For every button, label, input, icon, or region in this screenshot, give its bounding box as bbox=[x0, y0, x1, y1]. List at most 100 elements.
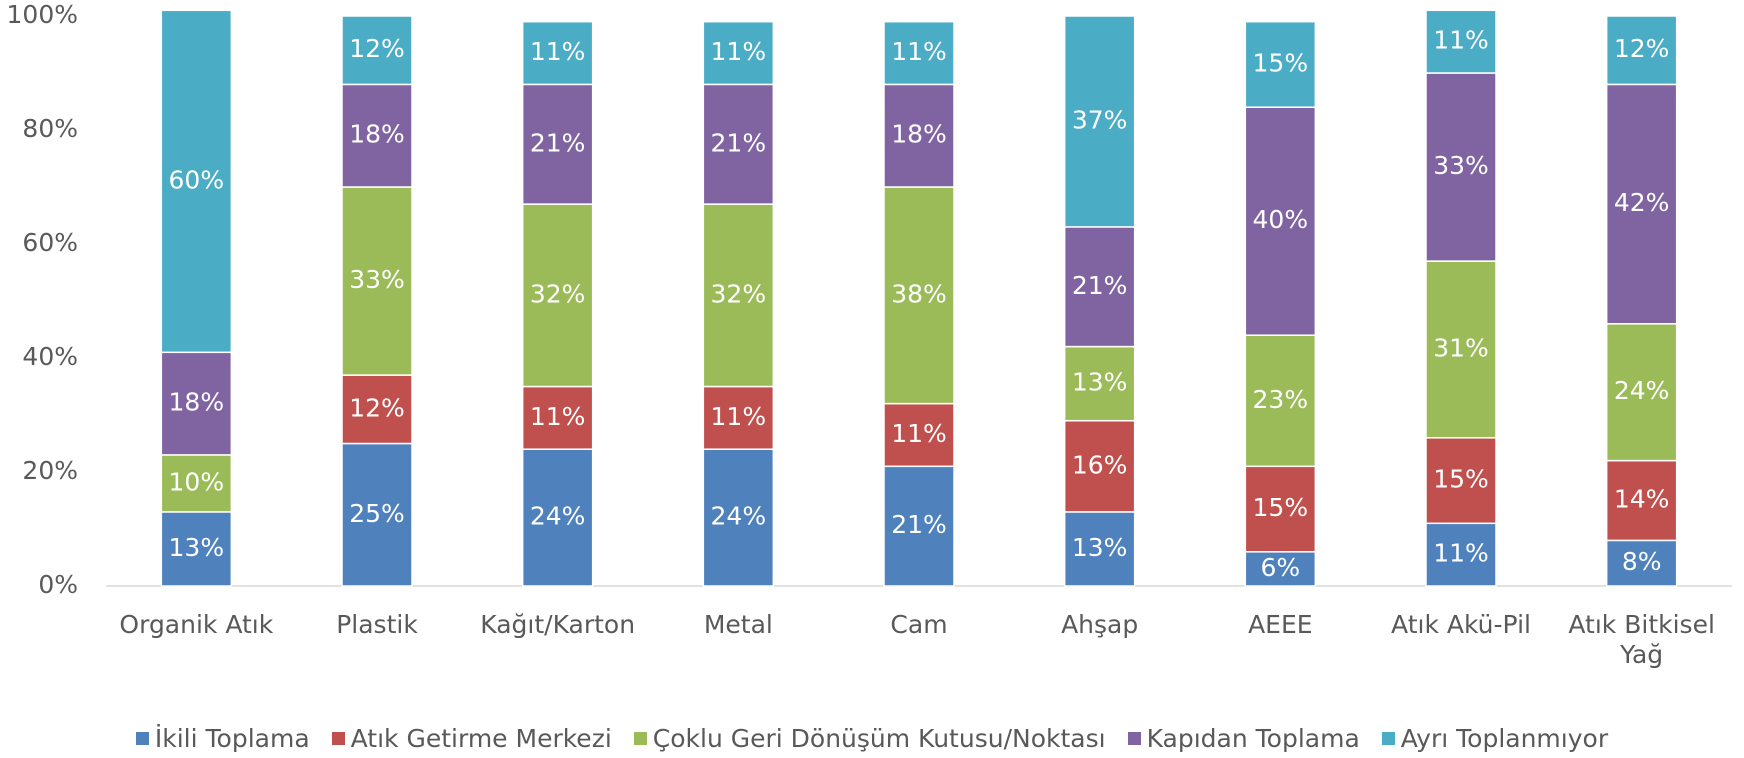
bar-segment bbox=[702, 20, 775, 86]
data-label: 21% bbox=[530, 128, 586, 157]
data-label: 60% bbox=[169, 165, 225, 194]
bar-segment bbox=[521, 83, 594, 205]
x-tick-label: Kağıt/Karton bbox=[480, 610, 636, 639]
bar-segment bbox=[1244, 551, 1317, 587]
legend-swatch bbox=[1127, 732, 1141, 745]
data-label: 25% bbox=[349, 499, 405, 528]
data-label: 40% bbox=[1253, 205, 1309, 234]
legend-swatch bbox=[633, 732, 647, 745]
legend-item: Kapıdan Toplama bbox=[1127, 724, 1360, 753]
chart: 0% 20% 40% 60% 80% 100% 13% 10% 18% 60% 25% 12% 33% 1… bbox=[7, 0, 1732, 599]
y-tick-label: 60% bbox=[22, 228, 78, 257]
legend-swatch bbox=[1381, 732, 1395, 745]
data-label: 11% bbox=[1433, 26, 1489, 55]
data-label: 12% bbox=[349, 393, 405, 422]
data-label: 8% bbox=[1622, 547, 1662, 576]
bar-segment bbox=[1244, 20, 1317, 108]
x-tick-label: AEEE bbox=[1248, 610, 1313, 639]
x-tick-label: Organik Atık bbox=[119, 610, 274, 639]
bar-segment bbox=[883, 20, 955, 86]
bar-segment bbox=[341, 186, 413, 376]
legend-item: İkili Toplama bbox=[135, 724, 310, 753]
bar-segment bbox=[1425, 522, 1497, 587]
y-tick-label: 100% bbox=[7, 0, 78, 29]
x-tick-label: Atık Bitkisel Yağ bbox=[1568, 610, 1715, 669]
data-label: 16% bbox=[1072, 450, 1128, 479]
legend-item: Atık Getirme Merkezi bbox=[331, 724, 612, 753]
bar-segment bbox=[160, 454, 233, 513]
data-label: 11% bbox=[711, 402, 767, 431]
data-label: 12% bbox=[349, 34, 405, 63]
bar-segment bbox=[1605, 539, 1678, 587]
data-label: 24% bbox=[1614, 376, 1670, 405]
data-label: 11% bbox=[530, 37, 586, 66]
data-label: 33% bbox=[1433, 151, 1489, 180]
data-label: 15% bbox=[1253, 493, 1309, 522]
bar-segment bbox=[1605, 323, 1678, 462]
data-label: 32% bbox=[711, 279, 767, 308]
legend: İkili Toplama Atık Getirme Merkezi Çoklu G… bbox=[0, 724, 1744, 753]
bar-segment bbox=[1244, 334, 1317, 468]
legend-label: Atık Getirme Merkezi bbox=[350, 724, 612, 753]
data-label: 13% bbox=[1072, 368, 1128, 397]
data-label: 38% bbox=[891, 279, 947, 308]
data-label: 10% bbox=[169, 467, 225, 496]
data-label: 23% bbox=[1253, 385, 1309, 414]
bar-segment bbox=[521, 20, 594, 86]
y-tick-label: 0% bbox=[38, 570, 78, 599]
data-label: 11% bbox=[891, 419, 947, 448]
bar-segment bbox=[521, 385, 594, 450]
bar-segment bbox=[1063, 226, 1136, 348]
bar-segment bbox=[883, 186, 955, 405]
bar-segment bbox=[702, 448, 775, 587]
bar-segment bbox=[1244, 465, 1317, 553]
data-label: 37% bbox=[1072, 105, 1128, 134]
legend-swatch bbox=[331, 732, 345, 745]
bar-segment bbox=[521, 448, 594, 587]
data-label: 13% bbox=[1072, 533, 1128, 562]
data-label: 15% bbox=[1433, 465, 1489, 494]
data-label: 31% bbox=[1433, 333, 1489, 362]
legend-item: Çoklu Geri Dönüşüm Kutusu/Noktası bbox=[633, 724, 1106, 753]
bar-segment bbox=[702, 203, 775, 388]
bar-segment bbox=[702, 385, 775, 450]
x-tick-label: Plastik bbox=[336, 610, 418, 639]
data-label: 24% bbox=[711, 502, 767, 531]
data-label: 11% bbox=[530, 402, 586, 431]
legend-label: Çoklu Geri Dönüşüm Kutusu/Noktası bbox=[652, 724, 1106, 753]
bar-segment bbox=[341, 15, 413, 86]
x-tick-label: Ahşap bbox=[1061, 610, 1139, 639]
y-tick-label: 80% bbox=[22, 114, 78, 143]
data-label: 18% bbox=[891, 120, 947, 149]
data-label: 18% bbox=[349, 120, 405, 149]
data-label: 14% bbox=[1614, 485, 1670, 514]
data-label: 33% bbox=[349, 265, 405, 294]
x-tick-label: Metal bbox=[703, 610, 773, 639]
data-label: 6% bbox=[1260, 553, 1300, 582]
bar-segment bbox=[341, 83, 413, 188]
bar-segment bbox=[1063, 419, 1136, 513]
bar-segment bbox=[1605, 459, 1678, 542]
legend-label: İkili Toplama bbox=[154, 724, 310, 753]
bar-segment bbox=[702, 83, 775, 205]
data-label: 42% bbox=[1614, 188, 1670, 217]
bar-segment bbox=[1605, 83, 1678, 325]
data-label: 21% bbox=[891, 510, 947, 539]
data-label: 21% bbox=[711, 128, 767, 157]
bar-segment bbox=[1063, 15, 1136, 228]
data-label: 18% bbox=[169, 388, 225, 417]
bar-segment bbox=[341, 442, 413, 587]
bar-segment bbox=[883, 465, 955, 587]
legend-label: Kapıdan Toplama bbox=[1146, 724, 1360, 753]
bar-segment bbox=[1063, 345, 1136, 422]
x-tick-label: Atık Akü-Pil bbox=[1391, 610, 1531, 639]
bar-segment bbox=[160, 511, 233, 587]
bar-segment bbox=[1425, 72, 1497, 262]
legend-label: Ayrı Toplanmıyor bbox=[1400, 724, 1609, 753]
y-tick-label: 20% bbox=[22, 456, 78, 485]
data-label: 12% bbox=[1614, 34, 1670, 63]
bar-segment bbox=[1425, 9, 1497, 74]
data-label: 11% bbox=[711, 37, 767, 66]
bar-segment bbox=[341, 374, 413, 445]
